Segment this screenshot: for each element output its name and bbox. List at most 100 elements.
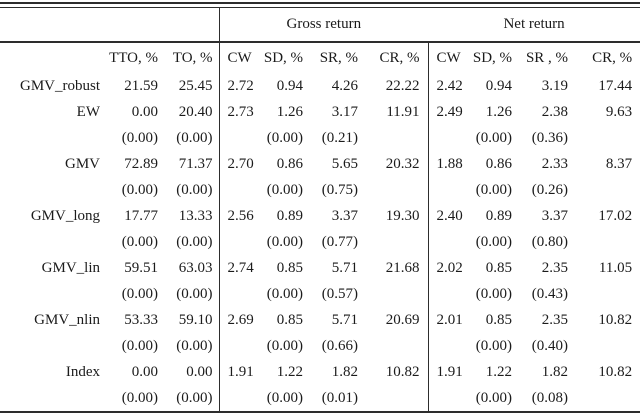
cell-se-value bbox=[219, 385, 261, 412]
cell-value: 20.69 bbox=[364, 307, 429, 333]
col-header-gross-sr: SR, % bbox=[319, 49, 359, 66]
cell-value: 21.59 bbox=[124, 77, 158, 94]
table-row-se: (0.00) (0.00) (0.00) (0.01) (0.00) (0.08) bbox=[0, 385, 640, 412]
row-label: GMV_lin bbox=[41, 259, 100, 276]
group-header-row: Gross return Net return bbox=[0, 8, 640, 42]
cell-value: 10.82 bbox=[598, 311, 633, 328]
net-return-group-header: Net return bbox=[503, 16, 565, 32]
cell-value: 2.74 bbox=[227, 259, 254, 276]
cell-se-value: (0.00) bbox=[121, 389, 158, 406]
cell-se-value: (0.08) bbox=[531, 389, 569, 406]
cell-se-value bbox=[574, 281, 640, 307]
cell-se-value: (0.66) bbox=[321, 337, 359, 354]
cell-value: 0.85 bbox=[276, 259, 304, 276]
cell-value: 2.35 bbox=[541, 311, 569, 328]
cell-value: 1.22 bbox=[485, 363, 513, 380]
cell-se-value: (0.00) bbox=[475, 129, 513, 146]
row-label: GMV_nlin bbox=[34, 311, 100, 328]
cell-value: 0.89 bbox=[276, 207, 304, 224]
cell-se-value: (0.00) bbox=[475, 285, 513, 302]
cell-se-value bbox=[574, 177, 640, 203]
cell-value: 71.37 bbox=[164, 151, 220, 177]
cell-se-value: (0.00) bbox=[266, 129, 304, 146]
cell-value: 20.40 bbox=[164, 99, 220, 125]
cell-value: 3.17 bbox=[331, 103, 359, 120]
cell-value: 1.26 bbox=[276, 103, 304, 120]
cell-value: 5.71 bbox=[331, 311, 359, 328]
cell-se-value: (0.43) bbox=[531, 285, 569, 302]
cell-se-value: (0.77) bbox=[321, 233, 359, 250]
table-row: GMV 72.89 71.37 2.70 0.86 5.65 20.32 1.88 0.86 2.… bbox=[0, 151, 640, 177]
table-row-se: (0.00) (0.00) (0.00) (0.21) (0.00) (0.36) bbox=[0, 125, 640, 151]
cell-se-value: (0.00) bbox=[164, 125, 220, 151]
table-row: Index 0.00 0.00 1.91 1.22 1.82 10.82 1.91 1.22 1.… bbox=[0, 359, 640, 385]
cell-value: 17.44 bbox=[598, 77, 633, 94]
cell-se-value bbox=[428, 385, 470, 412]
cell-value: 0.94 bbox=[276, 77, 304, 94]
cell-value: 19.30 bbox=[364, 203, 429, 229]
cell-se-value: (0.00) bbox=[121, 233, 158, 250]
cell-value: 2.69 bbox=[227, 311, 254, 328]
table-row: GMV_robust 21.59 25.45 2.72 0.94 4.26 22.22 2.4… bbox=[0, 73, 640, 99]
row-label: Index bbox=[65, 363, 100, 380]
cell-value: 10.82 bbox=[598, 363, 633, 380]
cell-value: 2.42 bbox=[436, 77, 463, 94]
cell-se-value: (0.00) bbox=[164, 385, 220, 412]
row-label-empty bbox=[0, 177, 104, 203]
cell-value: 2.70 bbox=[227, 155, 254, 172]
col-header-empty bbox=[0, 42, 104, 73]
cell-value: 63.03 bbox=[164, 255, 220, 281]
cell-value: 2.33 bbox=[541, 155, 569, 172]
cell-value: 53.33 bbox=[124, 311, 158, 328]
row-label-empty bbox=[0, 385, 104, 412]
cell-value: 1.88 bbox=[436, 155, 463, 172]
cell-value: 25.45 bbox=[164, 73, 220, 99]
cell-se-value: (0.00) bbox=[266, 285, 304, 302]
cell-se-value: (0.00) bbox=[164, 333, 220, 359]
cell-se-value: (0.36) bbox=[531, 129, 569, 146]
cell-value: 5.65 bbox=[331, 155, 359, 172]
cell-se-value: (0.57) bbox=[321, 285, 359, 302]
cell-value: 0.85 bbox=[485, 311, 513, 328]
cell-value: 2.02 bbox=[436, 259, 463, 276]
cell-se-value: (0.00) bbox=[266, 181, 304, 198]
col-header-net-sd: SD, % bbox=[472, 49, 513, 66]
cell-value: 11.05 bbox=[598, 259, 633, 276]
cell-value: 0.00 bbox=[131, 103, 158, 120]
col-header-gross-cw: CW bbox=[227, 49, 252, 66]
cell-value: 2.56 bbox=[227, 207, 254, 224]
cell-se-value: (0.21) bbox=[321, 129, 359, 146]
cell-se-value bbox=[574, 333, 640, 359]
cell-se-value bbox=[428, 333, 470, 359]
cell-se-value bbox=[428, 177, 470, 203]
cell-se-value: (0.00) bbox=[266, 389, 304, 406]
cell-value: 2.01 bbox=[436, 311, 463, 328]
cell-value: 72.89 bbox=[124, 155, 158, 172]
cell-value: 17.02 bbox=[598, 207, 633, 224]
group-header-spacer bbox=[0, 8, 220, 42]
row-label: GMV bbox=[64, 155, 100, 172]
table-row-se: (0.00) (0.00) (0.00) (0.75) (0.00) (0.26) bbox=[0, 177, 640, 203]
table-row: EW 0.00 20.40 2.73 1.26 3.17 11.91 2.49 1.26 2.38… bbox=[0, 99, 640, 125]
cell-value: 17.77 bbox=[124, 207, 158, 224]
cell-value: 4.26 bbox=[331, 77, 359, 94]
cell-value: 1.26 bbox=[485, 103, 513, 120]
cell-value: 0.00 bbox=[164, 359, 220, 385]
table-body: GMV_robust 21.59 25.45 2.72 0.94 4.26 22.22 2.4… bbox=[0, 73, 640, 412]
cell-value: 3.19 bbox=[541, 77, 569, 94]
cell-value: 3.37 bbox=[541, 207, 569, 224]
cell-value: 21.68 bbox=[364, 255, 429, 281]
row-label: GMV_robust bbox=[19, 77, 100, 94]
cell-value: 8.37 bbox=[605, 155, 633, 172]
table-row: GMV_lin 59.51 63.03 2.74 0.85 5.71 21.68 2.02 0.… bbox=[0, 255, 640, 281]
cell-se-value bbox=[219, 333, 261, 359]
row-label-empty bbox=[0, 333, 104, 359]
cell-se-value: (0.80) bbox=[531, 233, 569, 250]
cell-se-value bbox=[574, 229, 640, 255]
gross-return-group-header: Gross return bbox=[286, 16, 362, 32]
cell-se-value bbox=[428, 125, 470, 151]
cell-se-value: (0.00) bbox=[266, 233, 304, 250]
cell-value: 5.71 bbox=[331, 259, 359, 276]
cell-value: 2.40 bbox=[436, 207, 463, 224]
cell-value: 59.51 bbox=[124, 259, 158, 276]
